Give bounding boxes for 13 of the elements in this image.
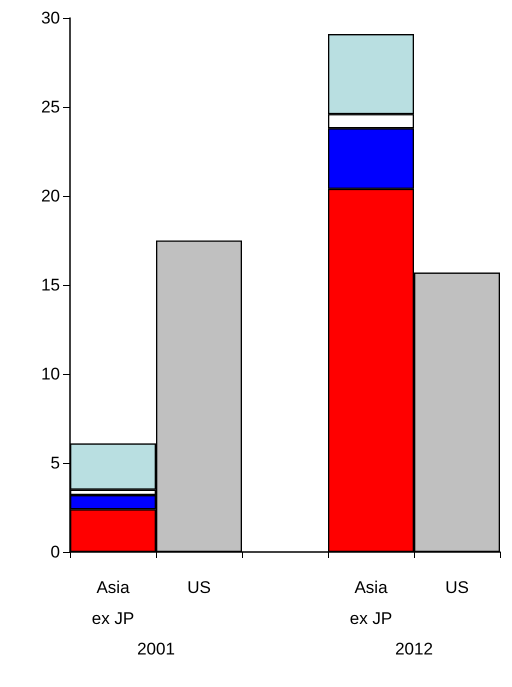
- y-tick-label: 5: [50, 454, 60, 472]
- x-tick-label: Asia ex JP: [350, 578, 392, 628]
- y-tick-label: 15: [41, 276, 60, 294]
- x-tick-label: US: [445, 578, 469, 597]
- x-tick-label: US: [187, 578, 211, 597]
- y-tick-label: 25: [41, 98, 60, 116]
- y-tick-label: 10: [41, 364, 60, 384]
- text: 2012: [395, 640, 433, 658]
- y-tick-label: 30: [41, 8, 60, 28]
- y-tick-label: 20: [41, 186, 60, 206]
- x-tick-label: Asia ex JP: [92, 578, 134, 628]
- y-tick-label: 0: [50, 542, 60, 562]
- text: 2001: [137, 640, 175, 658]
